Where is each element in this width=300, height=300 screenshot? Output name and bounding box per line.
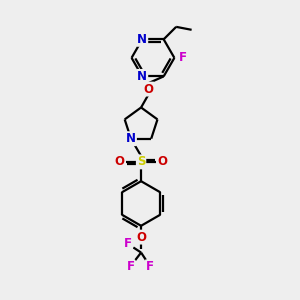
Text: O: O bbox=[158, 155, 167, 168]
Text: F: F bbox=[126, 260, 134, 273]
Text: O: O bbox=[136, 231, 146, 244]
Text: F: F bbox=[146, 260, 154, 273]
Text: F: F bbox=[179, 51, 187, 64]
Text: O: O bbox=[143, 82, 154, 96]
Text: N: N bbox=[137, 70, 147, 83]
Text: S: S bbox=[137, 155, 145, 168]
Text: F: F bbox=[124, 237, 132, 250]
Text: N: N bbox=[137, 33, 147, 46]
Text: O: O bbox=[115, 155, 125, 168]
Text: N: N bbox=[126, 132, 136, 145]
